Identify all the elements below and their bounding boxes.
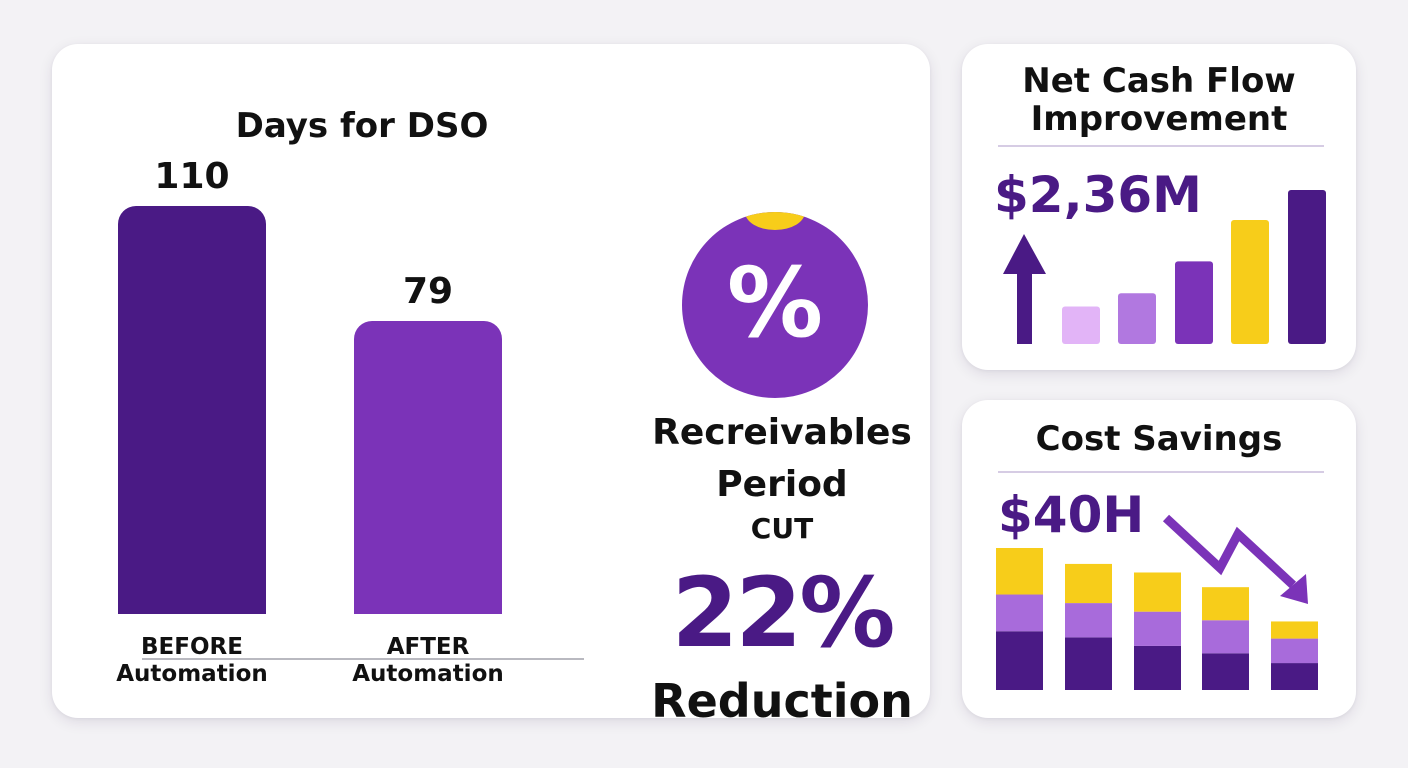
dso-x-axis [142,658,584,660]
dso-category-label-line: AFTER [386,634,470,660]
cost-savings-bar-segment [1134,611,1181,646]
cost-savings-bar-segment [1202,587,1249,621]
dso-category-label: AFTER Automation [328,634,528,688]
cost-savings-bar-segment [996,631,1043,690]
trend-down-arrow-head [1280,574,1308,604]
dso-bar [354,320,502,614]
trend-down-arrow-line [1162,514,1297,589]
dso-category-label-line: Automation [352,661,504,687]
trend-down-arrow-icon [1162,514,1308,604]
cash-flow-bar [1118,293,1156,344]
reduction-percent: 22% [671,557,896,669]
cost-savings-bar-segment [1065,637,1112,690]
dso-bar-value-label: 79 [402,270,454,312]
cash-flow-bar [1175,261,1213,344]
cost-savings-bar-segment [1134,572,1181,612]
cost-savings-bar-segment [1065,563,1112,604]
dso-bar [118,206,266,614]
dso-category-label-line: Automation [116,661,268,687]
cost-savings-bar-segment [1271,621,1318,639]
cash-flow-divider [998,145,1324,147]
cash-flow-value: $2,36M [994,166,1202,224]
cost-savings-bar-segment [1271,663,1318,690]
cash-flow-bar [1062,306,1100,344]
cost-savings-title: Cost Savings [1035,419,1283,459]
cost-savings-bar-segment [996,594,1043,632]
dso-card: Days for DSO 110 BEFORE Automation 79 AFTER A… [52,44,930,728]
dso-category-label-line: BEFORE [141,634,243,660]
percent-icon-accent [745,212,805,230]
cash-flow-bar [1288,190,1326,344]
dso-bar-value-label: 110 [154,156,230,197]
cost-savings-bar-segment [1271,638,1318,664]
up-arrow-shaft [1017,262,1032,344]
cost-savings-value: $40H [998,486,1145,544]
cash-flow-title-line2: Improvement [1030,99,1288,139]
cost-savings-bar-segment [996,548,1043,595]
cost-savings-bar-segment [1202,620,1249,654]
percent-glyph: % [726,247,824,359]
cash-flow-bar-group [1062,190,1326,344]
reduction-word: Reduction [651,674,913,728]
cost-savings-divider [998,471,1324,473]
percent-icon: % [682,212,868,398]
cost-savings-bar-group [996,548,1318,690]
reduction-line-receivables: Recreivables [652,412,912,453]
cost-savings-bar-segment [1202,653,1249,690]
dso-category-label: BEFORE Automation [92,634,292,688]
reduction-line-period: Period [716,464,848,505]
cash-flow-title-line1: Net Cash Flow [1022,61,1296,101]
up-arrow-icon [1003,234,1046,344]
cost-savings-bar-segment [1134,645,1181,690]
up-arrow-head [1003,234,1046,274]
dso-chart-title: Days for DSO [235,106,489,146]
cash-flow-bar [1231,220,1269,344]
cost-savings-bar-segment [1065,603,1112,638]
reduction-line-cut: CUT [750,512,814,545]
